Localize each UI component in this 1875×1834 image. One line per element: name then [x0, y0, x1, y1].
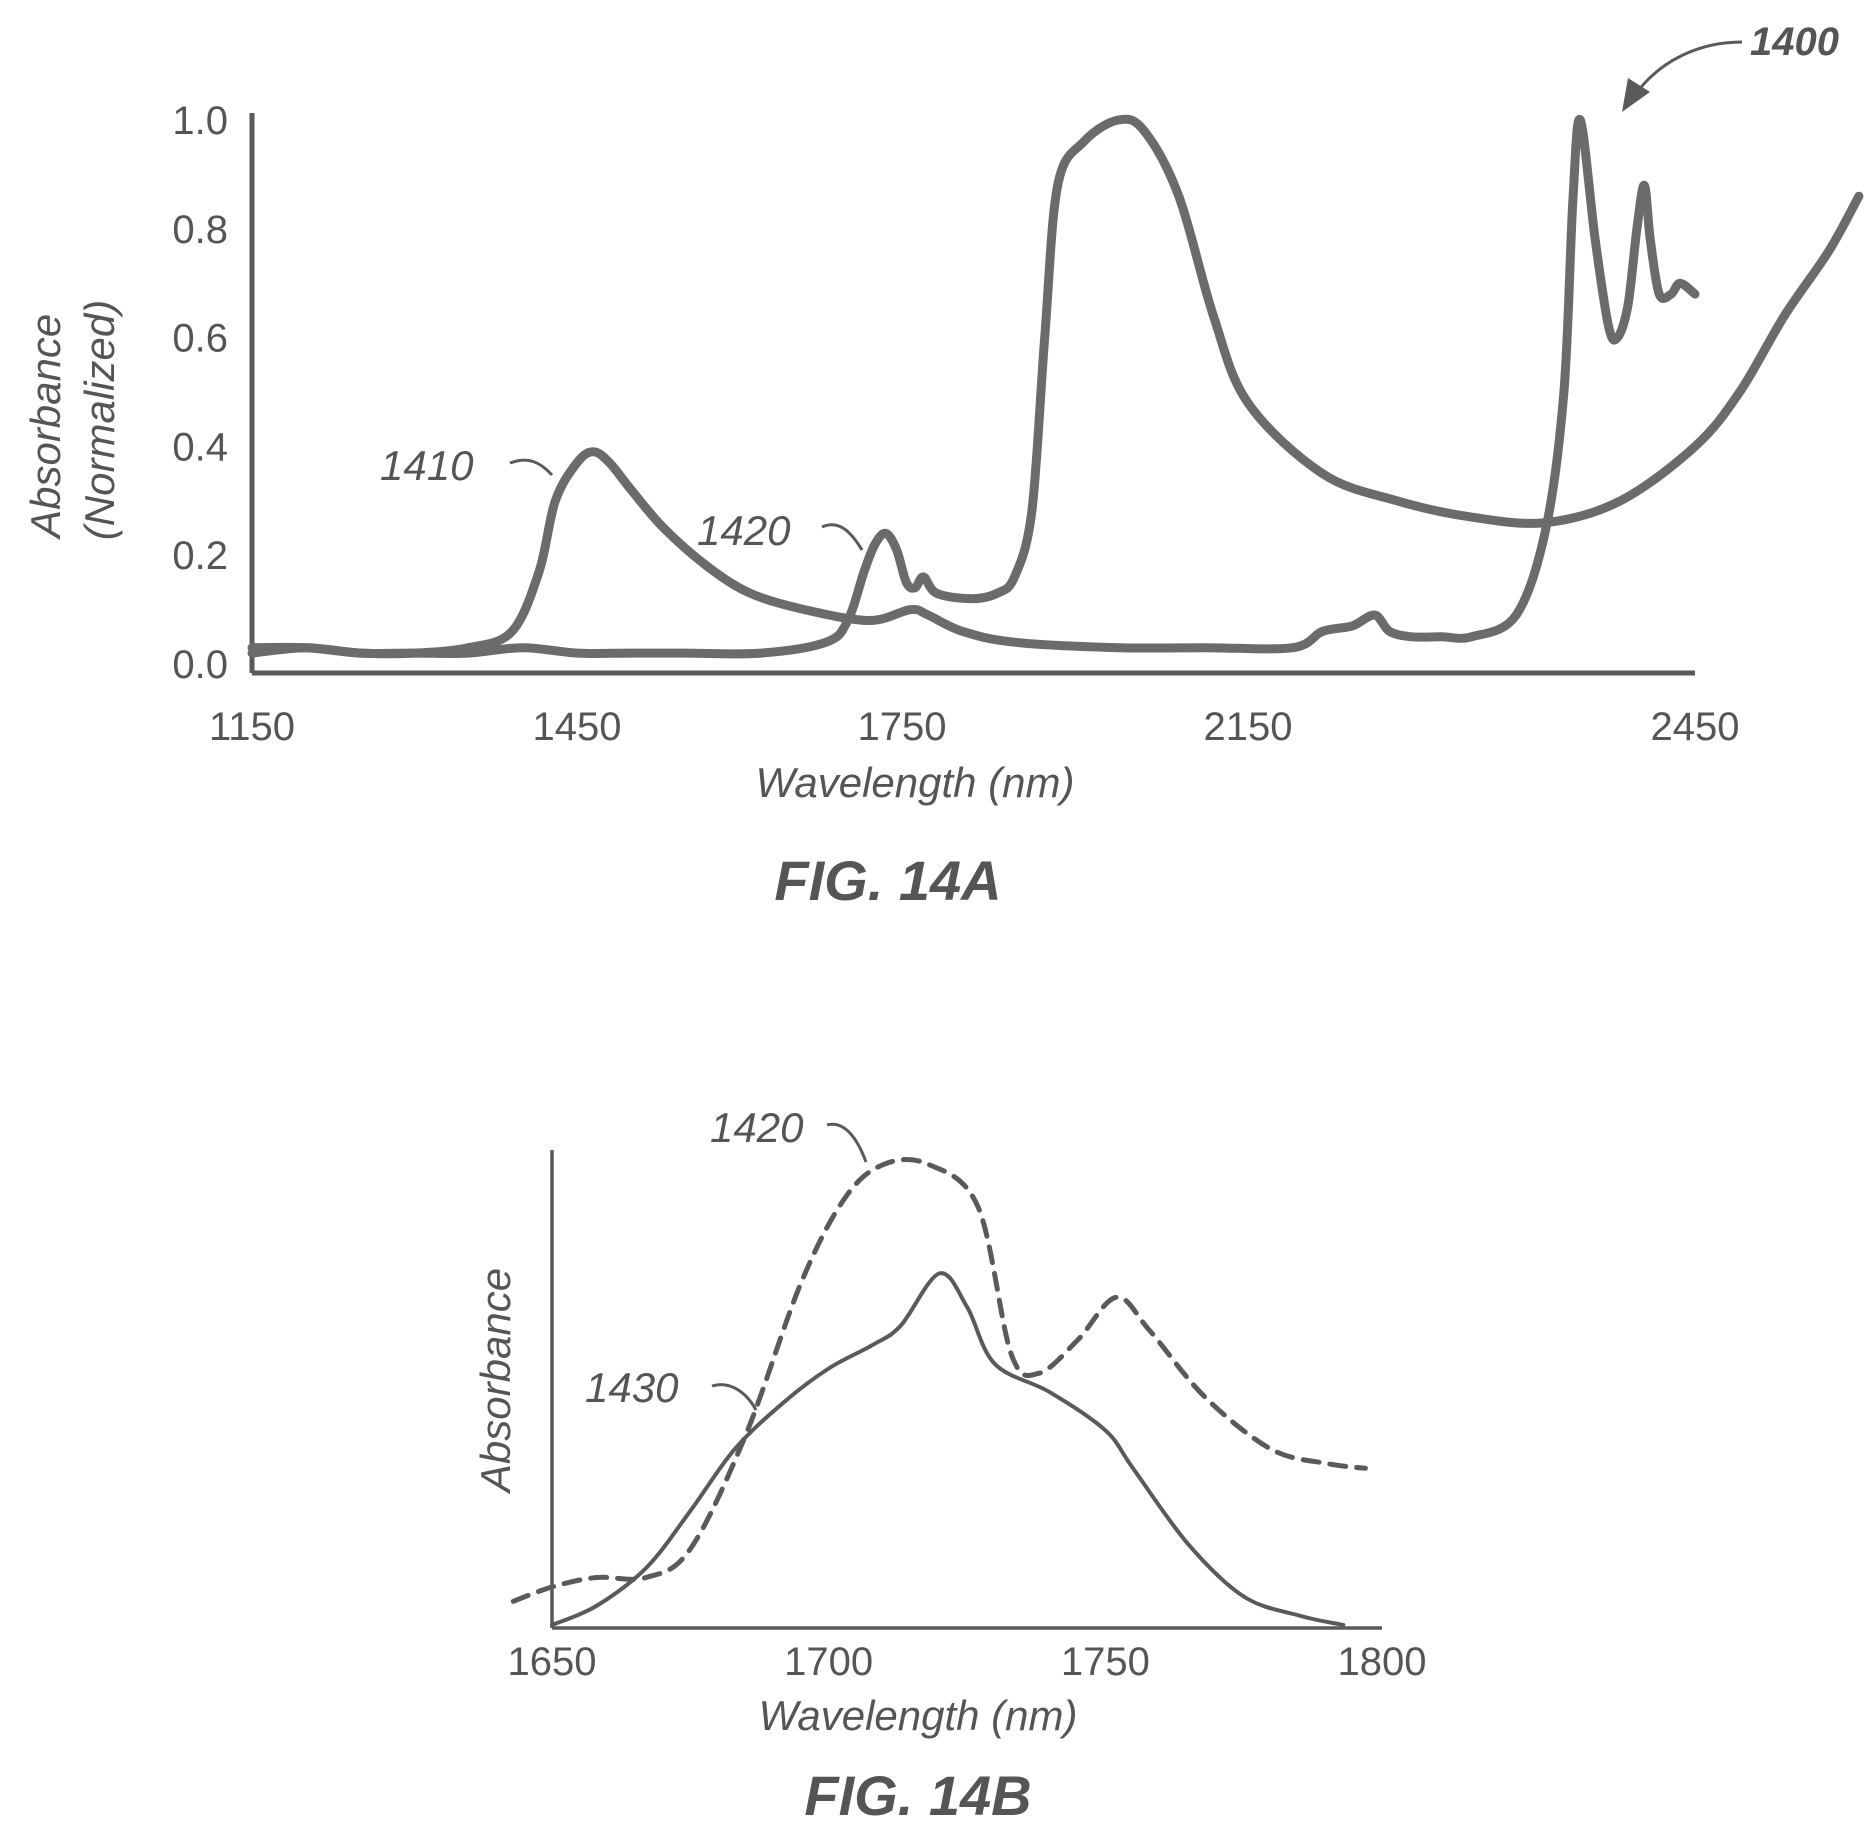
callout-1420-a-leader — [821, 523, 864, 551]
chart-14a-ylabel-line-2: (Normalized) — [76, 300, 123, 540]
chart-14b-x-tick-1750: 1750 — [1061, 1640, 1150, 1684]
figure-label-14b: FIG. 14B — [804, 1764, 1031, 1827]
chart-14a-x-tick-labels: 1150 1450 1750 2150 2450 — [209, 705, 1740, 749]
callout-1420-b-leader — [826, 1122, 868, 1163]
chart-14b-series-1420 — [510, 1157, 1368, 1604]
chart-14b: 1650 1700 1750 1800 Absorbance Wavelength (… — [472, 1104, 1426, 1827]
chart-14a-x-tick-2150: 2150 — [1204, 705, 1293, 749]
chart-14b-x-tick-labels: 1650 1700 1750 1800 — [508, 1640, 1427, 1684]
chart-14a-xlabel: Wavelength (nm) — [755, 759, 1074, 806]
figure-reference-arrowhead — [1622, 78, 1650, 112]
callout-1410-leader — [509, 458, 554, 477]
figure-label-14a: FIG. 14A — [774, 849, 1001, 912]
chart-14a: 0.00.20.40.60.81.0 1150 1450 1750 2150 2450 … — [22, 20, 1864, 912]
callout-1410: 1410 — [380, 442, 474, 489]
chart-14b-x-tick-1650: 1650 — [508, 1640, 597, 1684]
chart-14a-y-tick-0.6: 0.6 — [172, 317, 228, 361]
callout-1430-leader — [711, 1383, 758, 1411]
callout-1430: 1430 — [585, 1364, 679, 1411]
chart-14b-series-1430 — [550, 1271, 1346, 1627]
callout-1420-b: 1420 — [710, 1104, 804, 1151]
chart-14a-ylabel-line-1: Absorbance — [22, 314, 69, 541]
chart-14a-y-tick-1.0: 1.0 — [172, 99, 228, 143]
chart-14b-xlabel: Wavelength (nm) — [758, 1692, 1077, 1739]
chart-14a-y-tick-0.4: 0.4 — [172, 425, 228, 469]
chart-14b-x-tick-1800: 1800 — [1338, 1640, 1427, 1684]
chart-14a-x-tick-1450: 1450 — [533, 705, 622, 749]
chart-14a-ylabel: Absorbance (Normalized) — [22, 300, 123, 541]
chart-14b-x-tick-1700: 1700 — [784, 1640, 873, 1684]
chart-14b-curves — [510, 1157, 1368, 1627]
chart-14b-ylabel: Absorbance — [472, 1268, 519, 1495]
figure-reference-number: 1400 — [1750, 20, 1839, 64]
figure-reference-arrow — [1633, 40, 1743, 96]
chart-14a-y-tick-labels: 0.0 0.2 0.4 0.6 0.8 1.0 — [172, 99, 228, 687]
chart-14a-series-1410 — [247, 115, 1700, 659]
chart-14a-curves — [247, 114, 1864, 659]
chart-14a-y-tick-0.0: 0.0 — [172, 643, 228, 687]
chart-14a-x-tick-1750: 1750 — [858, 705, 947, 749]
chart-14a-x-tick-1150: 1150 — [209, 705, 295, 749]
chart-14a-x-tick-2450: 2450 — [1651, 705, 1740, 749]
callout-1420-a: 1420 — [697, 507, 791, 554]
chart-14a-y-tick-0.2: 0.2 — [172, 534, 228, 578]
chart-14a-series-1420 — [247, 114, 1864, 659]
chart-14a-y-tick-0.8: 0.8 — [172, 208, 228, 252]
